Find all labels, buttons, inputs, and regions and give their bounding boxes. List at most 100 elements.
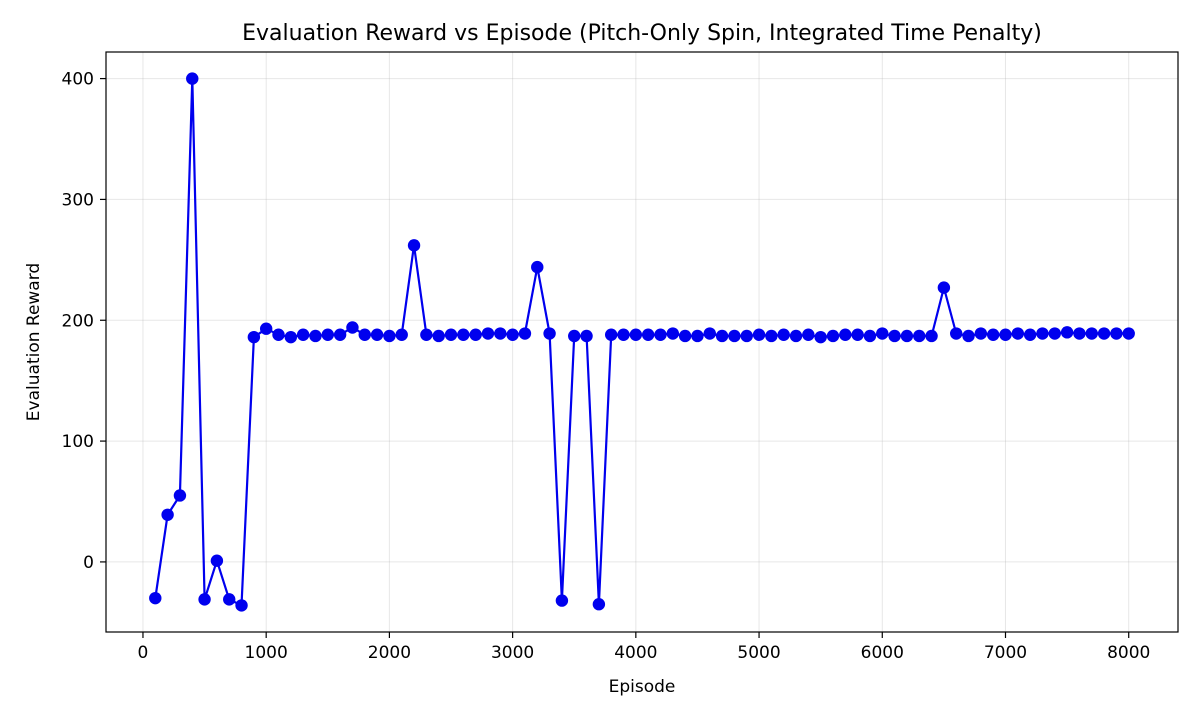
data-point — [531, 260, 544, 274]
data-point — [568, 329, 581, 343]
series-line — [154, 77, 1129, 607]
data-point — [789, 329, 803, 343]
data-point — [863, 329, 877, 343]
data-point — [888, 329, 901, 343]
data-point — [223, 593, 236, 606]
x-axis-label: Episode — [609, 677, 676, 697]
data-point — [555, 594, 569, 607]
y-axis: 0 100 200 300 400 — [62, 70, 106, 573]
data-point — [740, 329, 753, 343]
x-tick-label: 3000 — [491, 643, 534, 663]
data-point — [765, 329, 778, 343]
data-point — [1048, 327, 1061, 340]
data-point — [851, 328, 864, 341]
data-point — [161, 508, 174, 521]
series-layer — [149, 72, 1135, 612]
y-tick-label: 100 — [62, 432, 94, 452]
data-point — [974, 327, 988, 340]
data-point — [1110, 327, 1123, 340]
data-point — [518, 327, 532, 340]
grid — [106, 52, 1178, 632]
data-point — [666, 327, 680, 340]
data-point — [900, 329, 914, 343]
data-point — [604, 328, 618, 341]
data-point — [1073, 327, 1086, 340]
data-point — [383, 329, 396, 343]
data-point — [876, 327, 889, 340]
y-tick-label: 0 — [83, 553, 94, 573]
data-point — [370, 328, 384, 341]
data-point — [543, 327, 556, 340]
data-point — [999, 328, 1012, 341]
data-point — [580, 329, 593, 343]
x-axis: 0 1000 2000 3000 4000 5000 6000 7000 8000 — [138, 632, 1150, 663]
data-point — [1085, 327, 1098, 340]
data-point — [407, 239, 421, 252]
data-point — [1023, 328, 1037, 341]
x-tick-label: 0 — [138, 643, 149, 663]
data-point — [937, 281, 951, 294]
data-point — [210, 554, 224, 567]
data-point — [457, 328, 470, 341]
data-point — [1011, 327, 1025, 340]
chart-title: Evaluation Reward vs Episode (Pitch-Only… — [242, 21, 1042, 46]
data-point — [481, 327, 495, 340]
data-point — [321, 328, 334, 341]
x-tick-label: 1000 — [245, 643, 288, 663]
data-point — [309, 329, 322, 343]
data-point — [469, 328, 482, 341]
data-point — [703, 327, 716, 340]
data-point — [506, 328, 519, 341]
data-point — [272, 328, 285, 341]
data-point — [691, 329, 704, 343]
data-point — [678, 329, 692, 343]
data-point — [962, 329, 975, 343]
data-point — [149, 591, 162, 605]
data-point — [826, 329, 840, 343]
data-point — [950, 327, 963, 340]
data-point — [296, 328, 310, 341]
data-point — [420, 328, 433, 341]
data-point — [839, 328, 852, 341]
data-point — [259, 322, 273, 335]
data-point — [358, 328, 371, 341]
data-point — [913, 329, 926, 343]
data-point — [1097, 327, 1111, 340]
data-point — [1060, 326, 1074, 339]
y-tick-label: 300 — [62, 190, 94, 210]
data-point — [186, 72, 199, 85]
data-point — [333, 328, 347, 341]
data-point — [617, 328, 630, 341]
data-point — [592, 598, 606, 611]
y-axis-label: Evaluation Reward — [24, 263, 44, 421]
x-tick-label: 8000 — [1107, 643, 1150, 663]
data-point — [986, 328, 1000, 341]
data-point — [346, 321, 359, 334]
data-point — [444, 328, 458, 341]
data-point — [284, 330, 298, 344]
data-point — [777, 328, 790, 341]
data-point — [802, 328, 815, 341]
data-point — [1122, 327, 1135, 340]
data-point — [235, 599, 248, 612]
data-point — [728, 329, 741, 343]
x-tick-label: 7000 — [984, 643, 1027, 663]
data-point — [629, 328, 643, 341]
data-point — [432, 329, 445, 343]
data-point — [715, 329, 729, 343]
data-point — [395, 328, 408, 341]
x-tick-label: 2000 — [368, 643, 411, 663]
data-point — [752, 328, 766, 341]
data-point — [494, 327, 507, 340]
data-point — [247, 330, 261, 344]
data-point — [814, 330, 827, 344]
data-point — [1036, 327, 1049, 340]
x-tick-label: 4000 — [614, 643, 657, 663]
y-tick-label: 200 — [62, 311, 94, 331]
data-point — [654, 328, 667, 341]
x-tick-label: 6000 — [861, 643, 904, 663]
plot-frame — [105, 51, 1179, 633]
data-point — [173, 489, 187, 502]
data-point — [641, 328, 655, 341]
